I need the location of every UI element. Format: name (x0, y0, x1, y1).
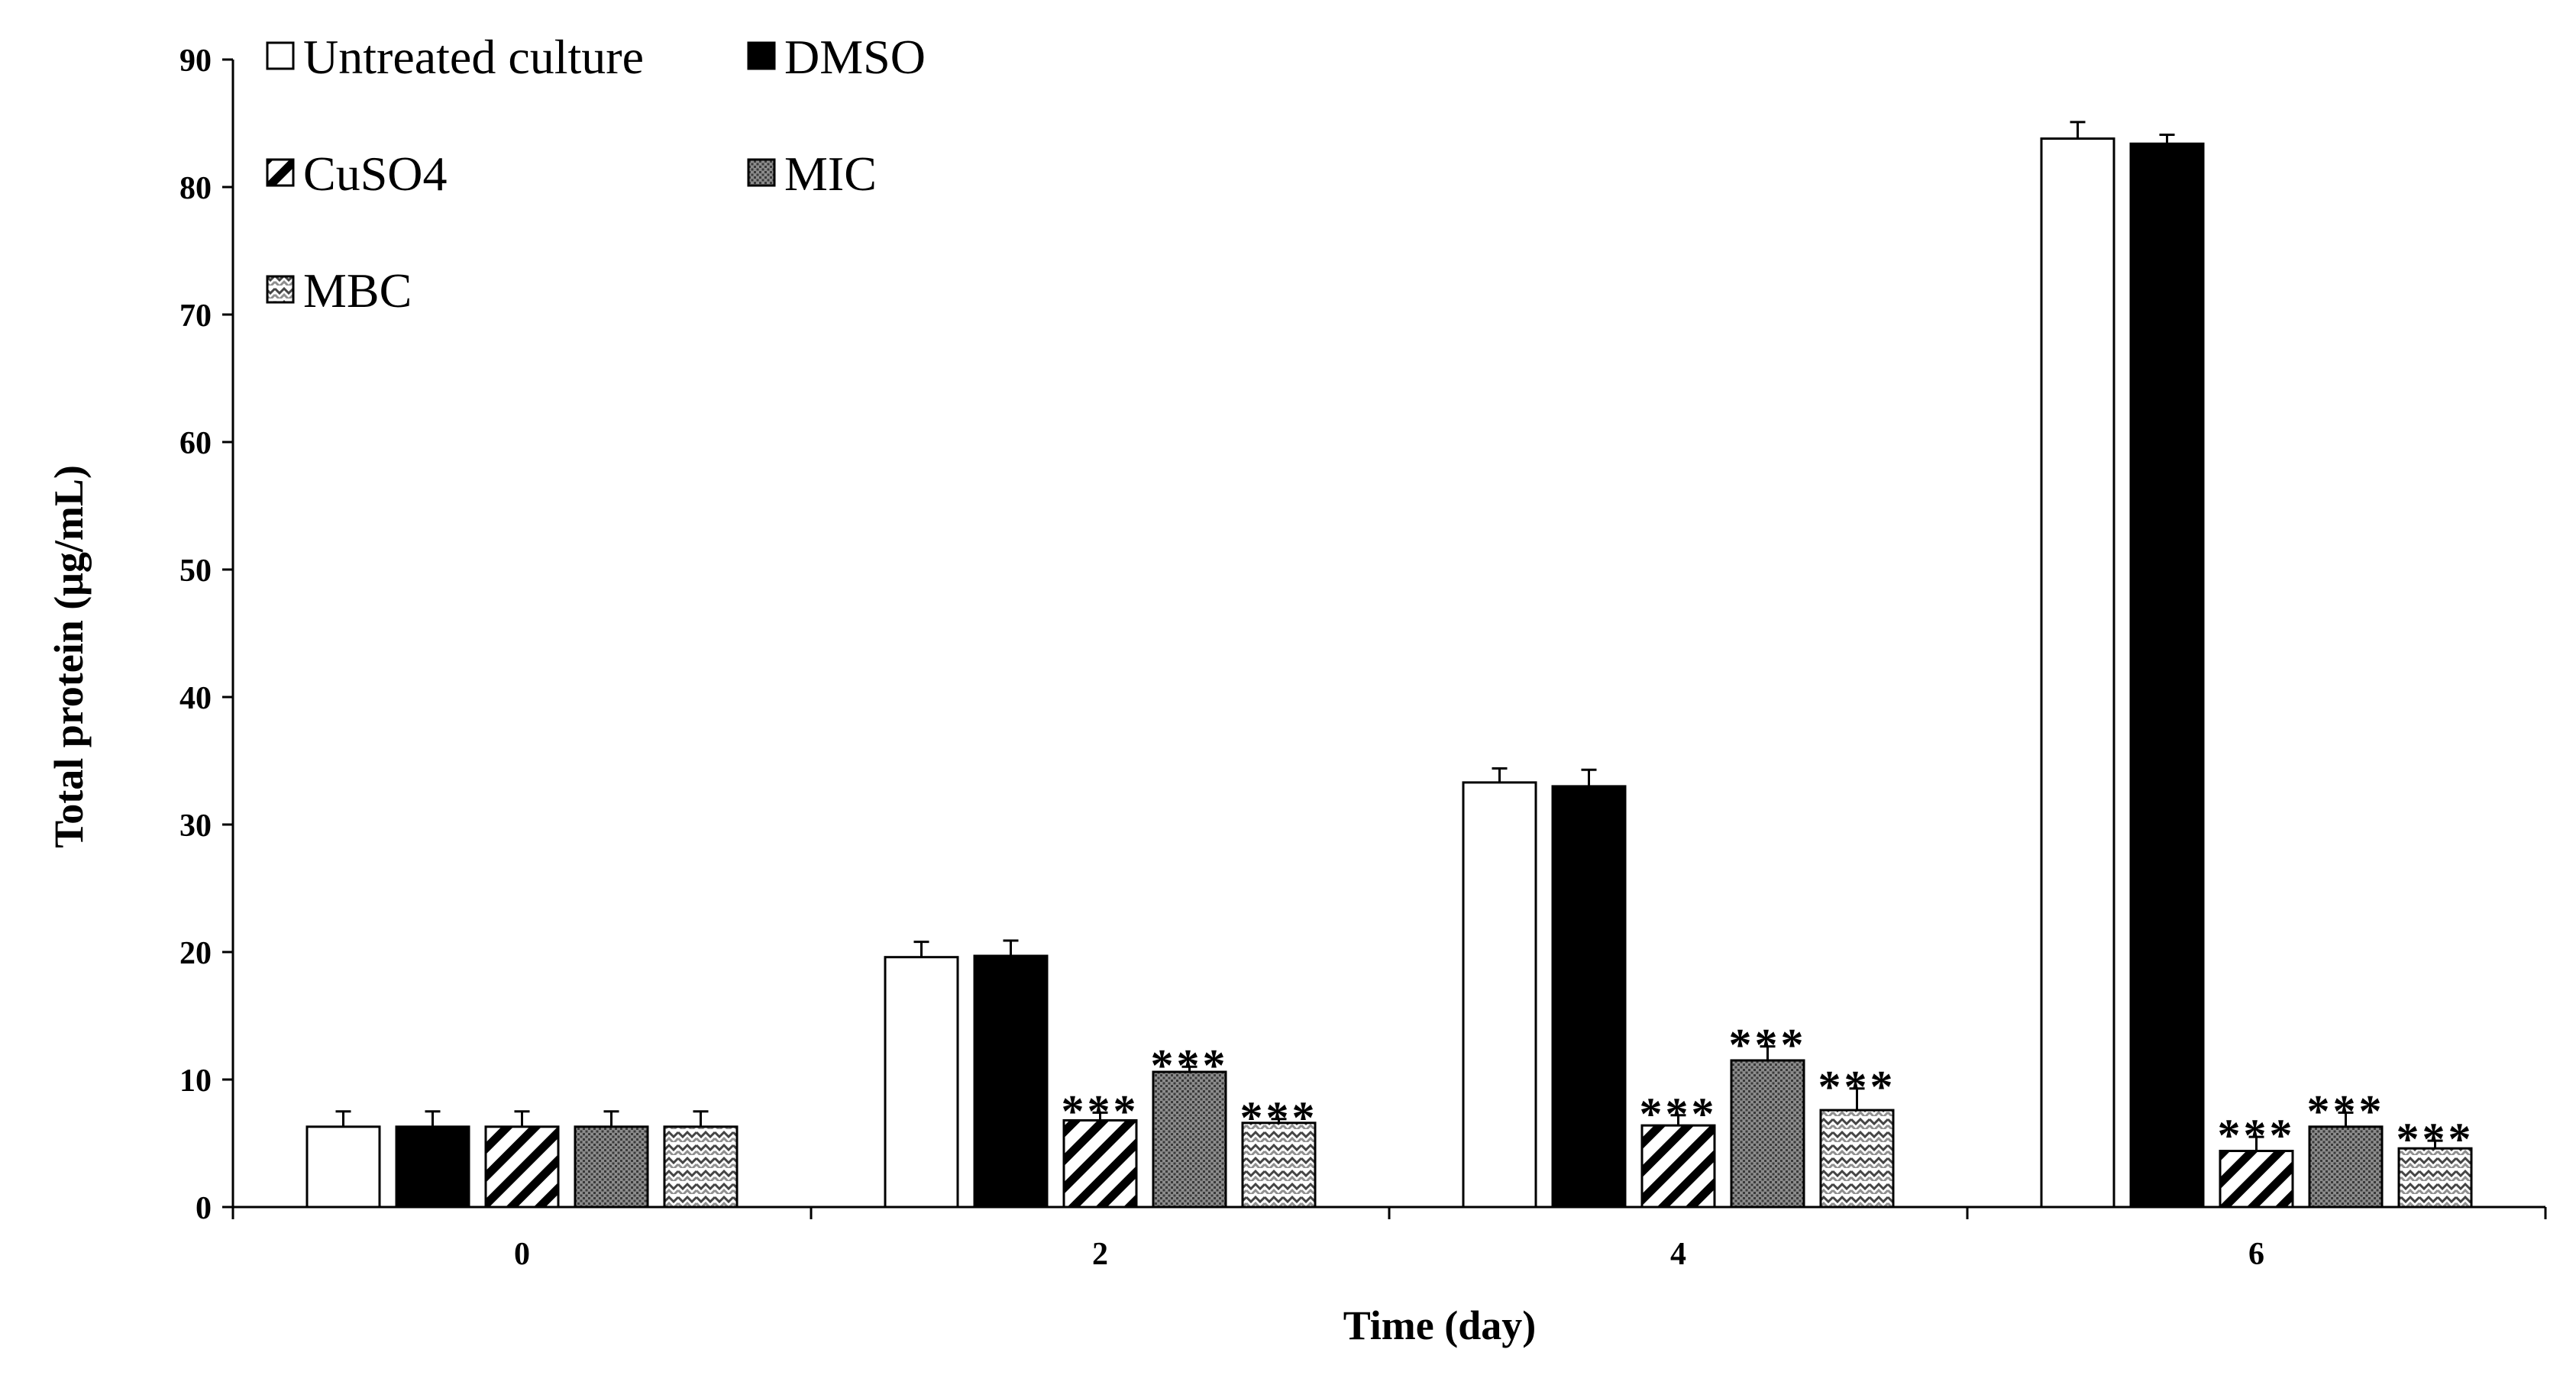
legend-swatch (747, 41, 776, 70)
y-tick-label: 10 (179, 1064, 212, 1099)
bar (1730, 1059, 1805, 1209)
legend-label: Untreated culture (303, 30, 644, 84)
x-tick-label: 0 (514, 1237, 530, 1272)
legend-label: MBC (303, 263, 412, 318)
significance-label: *** (2307, 1086, 2385, 1136)
x-tick-label: 6 (2248, 1237, 2264, 1272)
bar (305, 1125, 381, 1209)
y-tick-label: 60 (179, 426, 212, 461)
y-tick-label: 50 (179, 554, 212, 589)
x-tick-label: 4 (1670, 1237, 1686, 1272)
y-tick-label: 30 (179, 809, 212, 844)
bar (884, 956, 959, 1209)
x-tick-label: 2 (1092, 1237, 1108, 1272)
significance-label: *** (1240, 1093, 1318, 1143)
legend-swatch (747, 158, 776, 187)
bar (663, 1125, 739, 1209)
bars: ********* ************ ****** (305, 121, 2474, 1209)
bar (2040, 137, 2115, 1209)
legend: Untreated culture DMSO CuSO4 MIC MBC (266, 30, 926, 318)
y-tick-label: 20 (179, 936, 212, 971)
legend-swatch (266, 275, 295, 304)
significance-label: *** (1151, 1040, 1229, 1090)
bar (1152, 1070, 1227, 1209)
significance-label: *** (1729, 1020, 1807, 1070)
y-axis-title: Total protein (μg/mL) (46, 465, 92, 848)
bar (484, 1125, 560, 1209)
y-tick-label: 0 (196, 1191, 212, 1226)
legend-swatch (266, 41, 295, 70)
bar (2129, 142, 2205, 1209)
x-axis-title: Time (day) (1343, 1302, 1537, 1348)
bar (2308, 1125, 2384, 1209)
bar (2397, 1147, 2473, 1209)
bar (1551, 785, 1627, 1209)
y-tick-label: 80 (179, 171, 212, 206)
legend-label: MIC (784, 147, 877, 201)
bar (1462, 781, 1537, 1209)
bar (1819, 1109, 1895, 1209)
legend-label: CuSO4 (303, 147, 448, 201)
legend-swatch (266, 158, 295, 187)
significance-label: *** (2218, 1110, 2296, 1160)
y-tick-label: 90 (179, 44, 212, 79)
significance-label: *** (1818, 1062, 1896, 1112)
y-tick-label: 70 (179, 299, 212, 334)
significance-label: *** (1062, 1086, 1139, 1136)
bar (574, 1125, 649, 1209)
bar (1241, 1122, 1317, 1209)
significance-label: *** (1640, 1089, 1718, 1139)
legend-label: DMSO (784, 30, 926, 84)
bar (973, 954, 1049, 1209)
y-tick-label: 40 (179, 681, 212, 716)
significance-label: *** (2397, 1114, 2474, 1164)
bar (395, 1125, 470, 1209)
